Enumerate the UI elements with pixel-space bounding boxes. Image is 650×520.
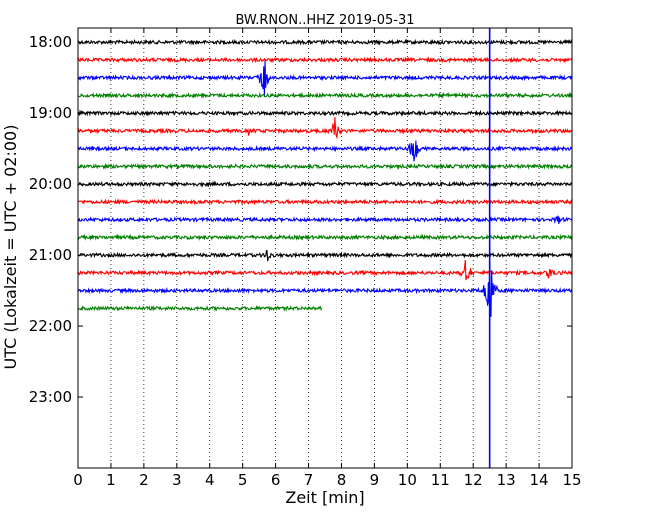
y-tick-label: 20:00 — [29, 175, 72, 193]
trace-line — [77, 60, 573, 97]
x-tick-label: 12 — [464, 471, 483, 489]
y-tick-label: 18:00 — [29, 33, 72, 51]
trace-line — [77, 91, 573, 100]
x-tick-label: 0 — [73, 471, 83, 489]
x-tick-label: 5 — [238, 471, 248, 489]
plot-frame — [77, 27, 573, 469]
y-axis-ticks: 18:00 19:00 20:00 21:00 22:00 23:00 — [29, 33, 572, 406]
trace-line — [77, 109, 573, 117]
x-tick-label: 4 — [205, 471, 215, 489]
trace-line — [77, 38, 573, 46]
chart-title: BW.RNON..HHZ 2019-05-31 — [235, 13, 414, 28]
y-tick-label: 19:00 — [29, 104, 72, 122]
trace-line — [77, 304, 323, 313]
seismogram-traces — [77, 28, 573, 468]
x-tick-label: 14 — [530, 471, 549, 489]
x-tick-label: 8 — [337, 471, 347, 489]
x-tick-label: 3 — [172, 471, 182, 489]
trace-line — [77, 56, 573, 64]
x-tick-label: 11 — [431, 471, 450, 489]
trace-line — [77, 233, 573, 241]
x-tick-label: 10 — [398, 471, 417, 489]
trace-line — [77, 250, 573, 262]
trace-line — [77, 198, 573, 206]
trace-line — [77, 140, 573, 162]
trace-line — [77, 261, 573, 317]
y-tick-label: 21:00 — [29, 246, 72, 264]
trace-line — [77, 215, 573, 225]
x-tick-label: 13 — [497, 471, 516, 489]
x-axis-label: Zeit [min] — [285, 488, 364, 507]
trace-line — [77, 117, 573, 140]
trace-line — [77, 259, 573, 281]
trace-line — [77, 180, 573, 188]
y-tick-label: 23:00 — [29, 388, 72, 406]
trace-line — [77, 162, 573, 170]
grid-lines — [110, 28, 540, 468]
x-axis-ticks: 0 1 2 3 4 5 6 7 8 9 10 11 12 13 14 15 — [73, 28, 582, 489]
y-axis-label: UTC (Lokalzeit = UTC + 02:00) — [1, 125, 20, 370]
x-tick-label: 7 — [304, 471, 314, 489]
x-tick-label: 1 — [106, 471, 116, 489]
y-tick-label: 22:00 — [29, 317, 72, 335]
x-tick-label: 2 — [139, 471, 149, 489]
x-tick-label: 6 — [271, 471, 281, 489]
x-tick-label: 15 — [562, 471, 581, 489]
x-tick-label: 9 — [370, 471, 380, 489]
